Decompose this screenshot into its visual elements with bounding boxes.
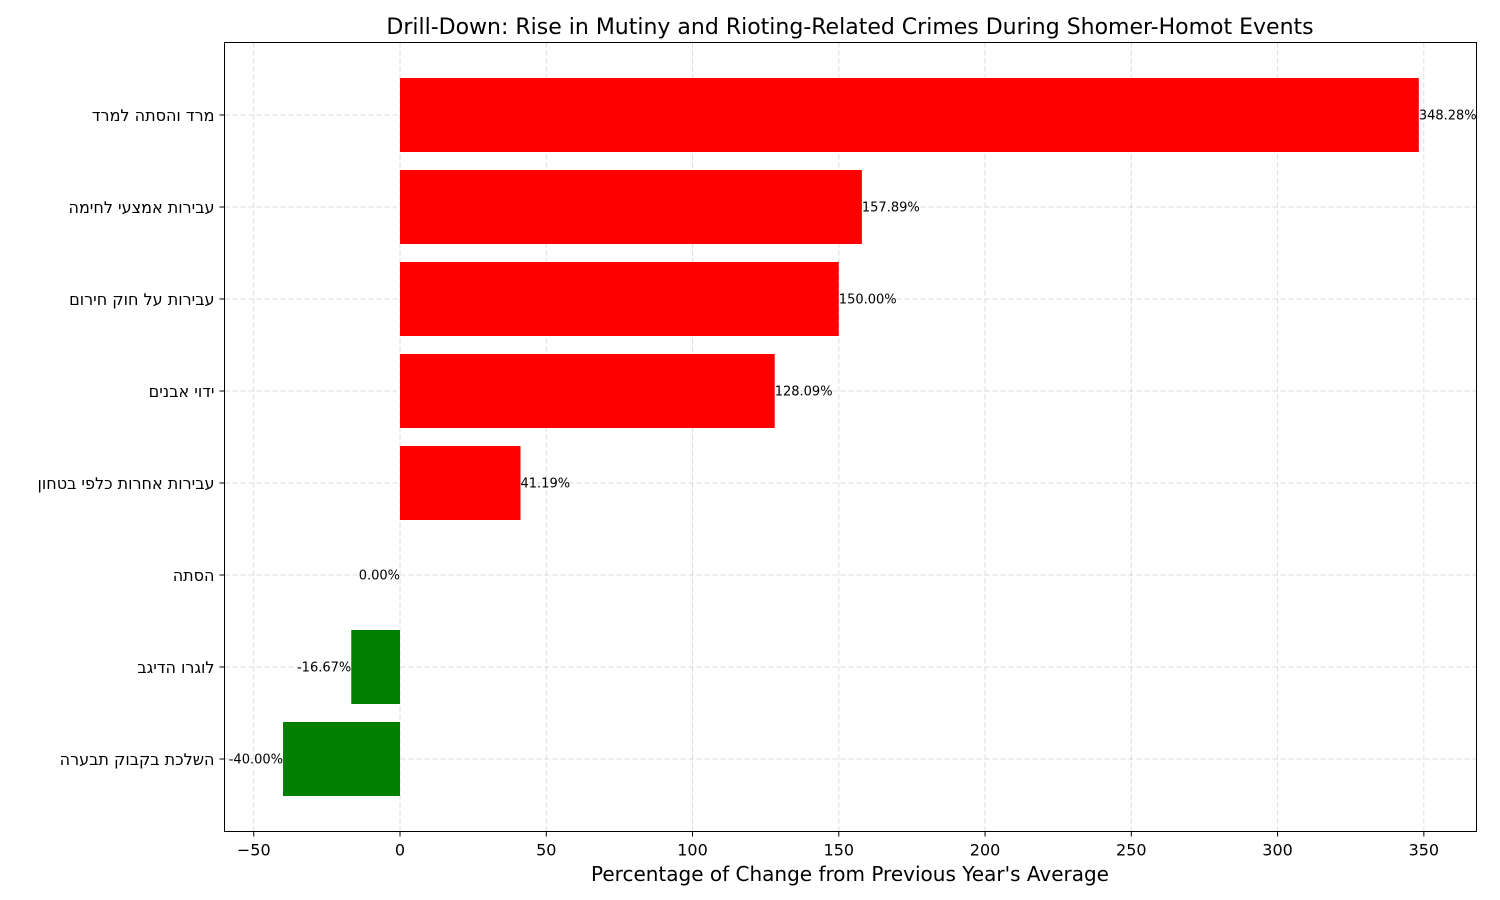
bar — [400, 446, 521, 520]
x-tick-label: 100 — [677, 841, 708, 860]
x-tick-label: 300 — [1262, 841, 1293, 860]
bar — [400, 354, 775, 428]
x-tick-label: 0 — [395, 841, 405, 860]
x-tick-label: −50 — [237, 841, 271, 860]
bar — [400, 78, 1419, 152]
y-tick-label: הסתה — [173, 566, 215, 585]
bar-value-label: -16.67% — [297, 661, 351, 676]
bars-layer — [283, 78, 1419, 796]
y-tick-label: לוגרו הדיגב — [137, 658, 214, 677]
x-tick-label: 350 — [1409, 841, 1440, 860]
bar-value-label: 157.89% — [862, 201, 920, 216]
bar — [351, 630, 401, 704]
x-tick-label: 200 — [970, 841, 1001, 860]
chart-title: Drill-Down: Rise in Mutiny and Rioting-R… — [386, 15, 1313, 40]
bar-value-label: 41.19% — [521, 477, 571, 492]
bar-value-label: 128.09% — [775, 385, 833, 400]
x-axis: −50 0 50 100 150 200 250 300 350 — [237, 831, 1440, 860]
bar-value-label: -40.00% — [229, 753, 283, 768]
bar — [400, 262, 839, 336]
y-tick-label: עבירות אחרות כלפי בטחון — [38, 474, 215, 493]
y-axis: מרד והסתה למרד עבירות אמצעי לחימה עבירות ע… — [38, 106, 225, 769]
x-tick-label: 150 — [824, 841, 855, 860]
x-axis-label: Percentage of Change from Previous Year'… — [591, 862, 1109, 886]
bar-value-label: 348.28% — [1419, 109, 1477, 124]
y-tick-label: עבירות על חוק חירום — [69, 290, 214, 309]
x-tick-label: 250 — [1116, 841, 1147, 860]
y-tick-label: השלכת בקבוק תבערה — [60, 750, 215, 769]
grid-layer — [224, 42, 1477, 832]
bar — [400, 170, 862, 244]
bar — [283, 722, 401, 796]
y-tick-label: ידוי אבנים — [149, 382, 215, 401]
y-tick-label: מרד והסתה למרד — [92, 106, 215, 125]
bar-value-label: 0.00% — [359, 569, 400, 584]
y-tick-label: עבירות אמצעי לחימה — [68, 198, 214, 217]
x-tick-label: 50 — [536, 841, 556, 860]
value-labels-layer: 348.28% 157.89% 150.00% 128.09% 41.19% 0.00% -… — [229, 109, 1477, 768]
plot-area-frame — [224, 42, 1477, 832]
bar-value-label: 150.00% — [839, 293, 897, 308]
